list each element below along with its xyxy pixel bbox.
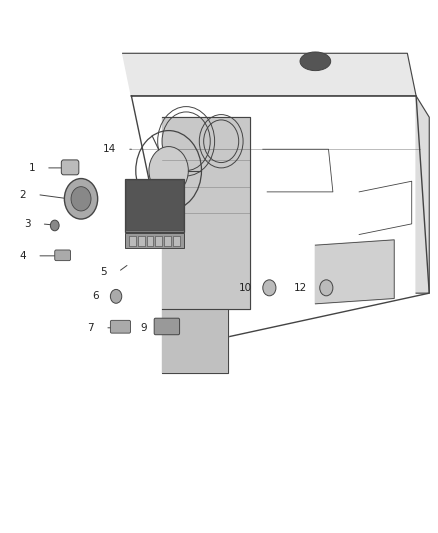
Ellipse shape (300, 52, 331, 70)
Text: 5: 5 (101, 267, 107, 277)
Text: 2: 2 (20, 190, 26, 199)
Circle shape (64, 179, 98, 219)
FancyBboxPatch shape (147, 236, 153, 246)
Polygon shape (162, 117, 250, 309)
Polygon shape (416, 96, 429, 293)
FancyBboxPatch shape (129, 236, 136, 246)
FancyBboxPatch shape (61, 160, 79, 175)
Circle shape (110, 289, 122, 303)
FancyBboxPatch shape (138, 236, 145, 246)
FancyBboxPatch shape (155, 236, 162, 246)
Polygon shape (315, 240, 394, 304)
Text: 4: 4 (20, 251, 26, 261)
Text: 1: 1 (28, 163, 35, 173)
FancyBboxPatch shape (173, 236, 180, 246)
Circle shape (320, 280, 333, 296)
FancyBboxPatch shape (154, 318, 180, 335)
Text: 10: 10 (239, 283, 252, 293)
FancyBboxPatch shape (164, 236, 171, 246)
Text: 12: 12 (293, 283, 307, 293)
Text: 6: 6 (92, 291, 99, 301)
Text: 14: 14 (103, 144, 116, 154)
FancyBboxPatch shape (125, 233, 184, 248)
Text: 9: 9 (140, 323, 147, 333)
FancyBboxPatch shape (125, 179, 184, 232)
Text: 3: 3 (24, 219, 31, 229)
FancyBboxPatch shape (126, 180, 183, 230)
Circle shape (50, 220, 59, 231)
FancyBboxPatch shape (55, 250, 71, 261)
Text: 7: 7 (88, 323, 94, 333)
Polygon shape (123, 53, 416, 96)
FancyBboxPatch shape (110, 320, 131, 333)
Polygon shape (162, 309, 228, 373)
Circle shape (71, 187, 91, 211)
Circle shape (263, 280, 276, 296)
Circle shape (149, 147, 188, 195)
